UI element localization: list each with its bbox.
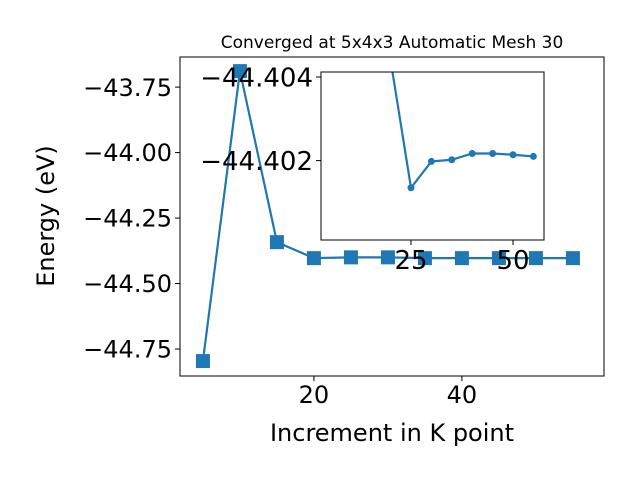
data-point [491,251,506,266]
y-tick-label: −44.404 [200,63,313,93]
x-tick-label: 20 [299,381,330,409]
x-tick-label: 25 [394,246,427,276]
data-point [407,184,415,192]
y-tick-label: −44.50 [83,270,172,298]
data-point [528,251,543,266]
data-point [427,157,435,165]
x-axis-label: Increment in K point [270,419,514,447]
data-point [380,250,395,265]
data-point [565,251,580,266]
plot-content [195,64,580,369]
data-point [306,251,321,266]
axes: 25 50 −44.404 −44.402 [200,63,545,276]
data-point [454,251,469,266]
data-point [509,151,517,159]
axes-frame [320,71,545,241]
chart-title: Converged at 5x4x3 Automatic Mesh 30 [221,33,564,53]
y-tick-label: −44.402 [200,147,313,177]
data-point [232,64,247,79]
x-tick-label: 50 [496,246,529,276]
data-point [448,156,456,164]
data-point [195,354,210,369]
y-tick-label: −44.25 [83,205,172,233]
data-point [468,149,476,157]
data-point [529,152,537,160]
plot-area [321,72,544,240]
data-point [269,235,284,250]
y-tick-label: −44.00 [83,139,172,167]
axes-frame [179,56,605,377]
plot-content [391,72,537,192]
y-axis-label: Energy (eV) [32,145,60,287]
data-point [343,250,358,265]
data-point [417,251,432,266]
x-tick-label: 40 [447,381,478,409]
y-tick-label: −43.75 [83,74,172,102]
y-tick-label: −44.75 [83,336,172,364]
data-point [489,149,497,157]
